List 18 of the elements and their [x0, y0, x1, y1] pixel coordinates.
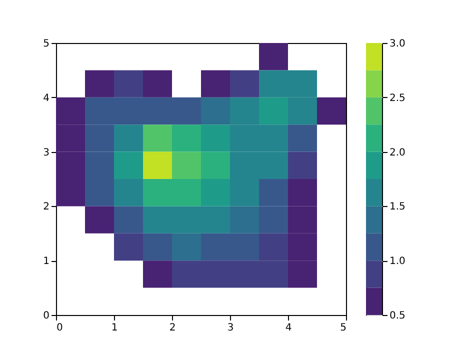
y-tick-label: 2: [43, 202, 50, 213]
y-tick-label: 3: [43, 147, 50, 158]
x-tick-label: 2: [169, 322, 176, 334]
x-tick-label: 4: [285, 322, 292, 334]
color-bar-label: 1.5: [390, 202, 406, 213]
color-bar-label: 0.5: [390, 310, 406, 322]
color-bar-label: 1.0: [390, 256, 406, 268]
x-tick-label: 1: [111, 322, 118, 334]
color-bar-label: 3.0: [390, 38, 406, 50]
color-bar-label: 2.0: [390, 147, 406, 158]
x-tick-label: 0: [56, 322, 63, 334]
color-bar-label: 2.5: [390, 92, 406, 104]
y-tick-label: 4: [43, 92, 50, 104]
x-tick-label: 5: [340, 322, 346, 334]
x-tick-label: 3: [227, 322, 234, 334]
y-tick-label: 0: [43, 310, 50, 322]
y-tick-label: 1: [43, 256, 50, 268]
y-tick-label: 5: [43, 38, 50, 50]
